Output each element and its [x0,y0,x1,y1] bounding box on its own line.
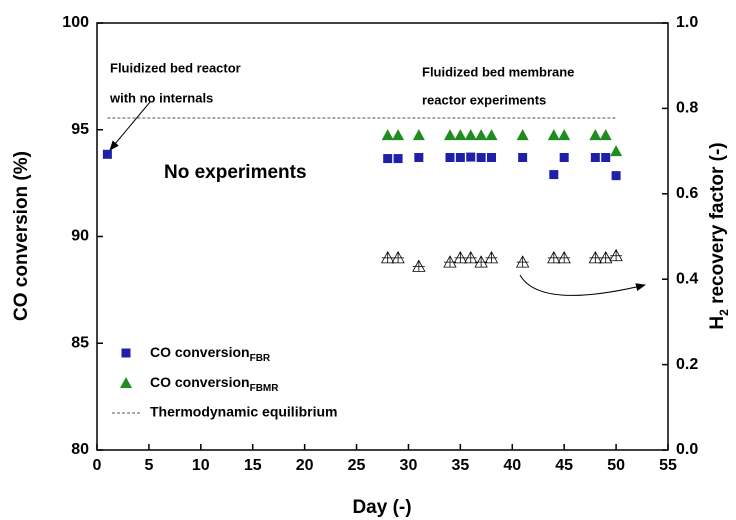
y2-tick-label: 0.2 [676,356,698,373]
y2-tick-label: 0.8 [676,100,698,117]
marker [454,129,467,141]
marker [558,129,571,141]
legend-sub: FBR [250,353,271,364]
marker [549,170,559,180]
marker [120,377,132,388]
y2-tick-label: 0.6 [676,185,698,202]
x-tick-label: 55 [659,457,677,474]
x-tick-label: 15 [244,457,262,474]
y-tick-label: 80 [71,441,89,458]
marker [484,251,499,264]
y2-title-part: H [707,316,728,330]
x-tick-label: 40 [503,457,521,474]
marker [589,129,602,141]
marker [590,153,600,163]
marker [412,129,425,141]
legend-name: CO conversion [150,344,250,360]
marker [464,251,478,264]
x-tick-label: 30 [400,457,418,474]
legend-sub: FBMR [250,383,280,394]
y-tick-label: 100 [62,14,89,31]
marker [599,129,612,141]
y2-axis-title: H2 recovery factor (-) [707,142,731,329]
marker [445,153,455,163]
x-tick-label: 0 [93,457,102,474]
marker [383,154,393,164]
marker [611,171,621,181]
legend-label: CO conversionFBR [150,344,271,364]
y2-title-sub: 2 [717,309,731,316]
marker [466,152,476,162]
marker [485,129,498,141]
x-tick-label: 20 [296,457,314,474]
y2-tick-label: 0.4 [676,270,698,287]
y-tick-label: 95 [71,121,89,138]
marker [557,251,571,264]
marker [547,251,561,264]
marker [599,251,613,264]
marker [518,153,528,163]
legend-label: CO conversionFBMR [150,374,279,394]
marker [443,129,456,141]
legend-label: Thermodynamic equilibrium [150,404,337,420]
marker [393,154,403,164]
marker [610,145,623,157]
annotation: Fluidized bed reactor [110,60,241,75]
marker [601,153,611,163]
marker [392,129,405,141]
y-tick-label: 85 [71,334,89,351]
x-tick-label: 45 [555,457,573,474]
annotation: reactor experiments [422,92,546,107]
annotation: with no internals [109,90,213,105]
marker [381,251,395,264]
marker [516,129,529,141]
y2-tick-label: 0.0 [676,441,698,458]
y2-title-part: recovery factor (-) [707,142,728,309]
marker [381,129,394,141]
marker [391,251,405,264]
marker [443,255,457,268]
legend-name: CO conversion [150,374,250,390]
marker [414,153,424,163]
marker [559,153,569,163]
marker [515,255,530,268]
marker [476,153,486,163]
arrow [109,101,151,151]
marker [121,348,131,358]
marker [588,251,603,264]
x-tick-label: 10 [192,457,210,474]
x-tick-label: 50 [607,457,625,474]
marker [412,259,426,272]
marker [102,149,112,159]
marker [475,129,488,141]
annotation: Fluidized bed membrane [422,64,574,79]
marker [547,129,560,141]
marker [453,251,468,264]
marker [609,248,623,262]
x-tick-label: 5 [144,457,153,474]
y2-tick-label: 1.0 [676,14,698,31]
annotation: No experiments [164,162,307,183]
marker [487,153,497,163]
marker [464,129,477,141]
marker [474,255,488,268]
y-tick-label: 90 [71,228,89,245]
y-axis-title: CO conversion (%) [11,151,32,321]
x-axis-title: Day (-) [352,497,411,518]
marker [455,153,465,163]
x-tick-label: 25 [348,457,366,474]
x-tick-label: 35 [451,457,469,474]
arrow [519,274,646,296]
